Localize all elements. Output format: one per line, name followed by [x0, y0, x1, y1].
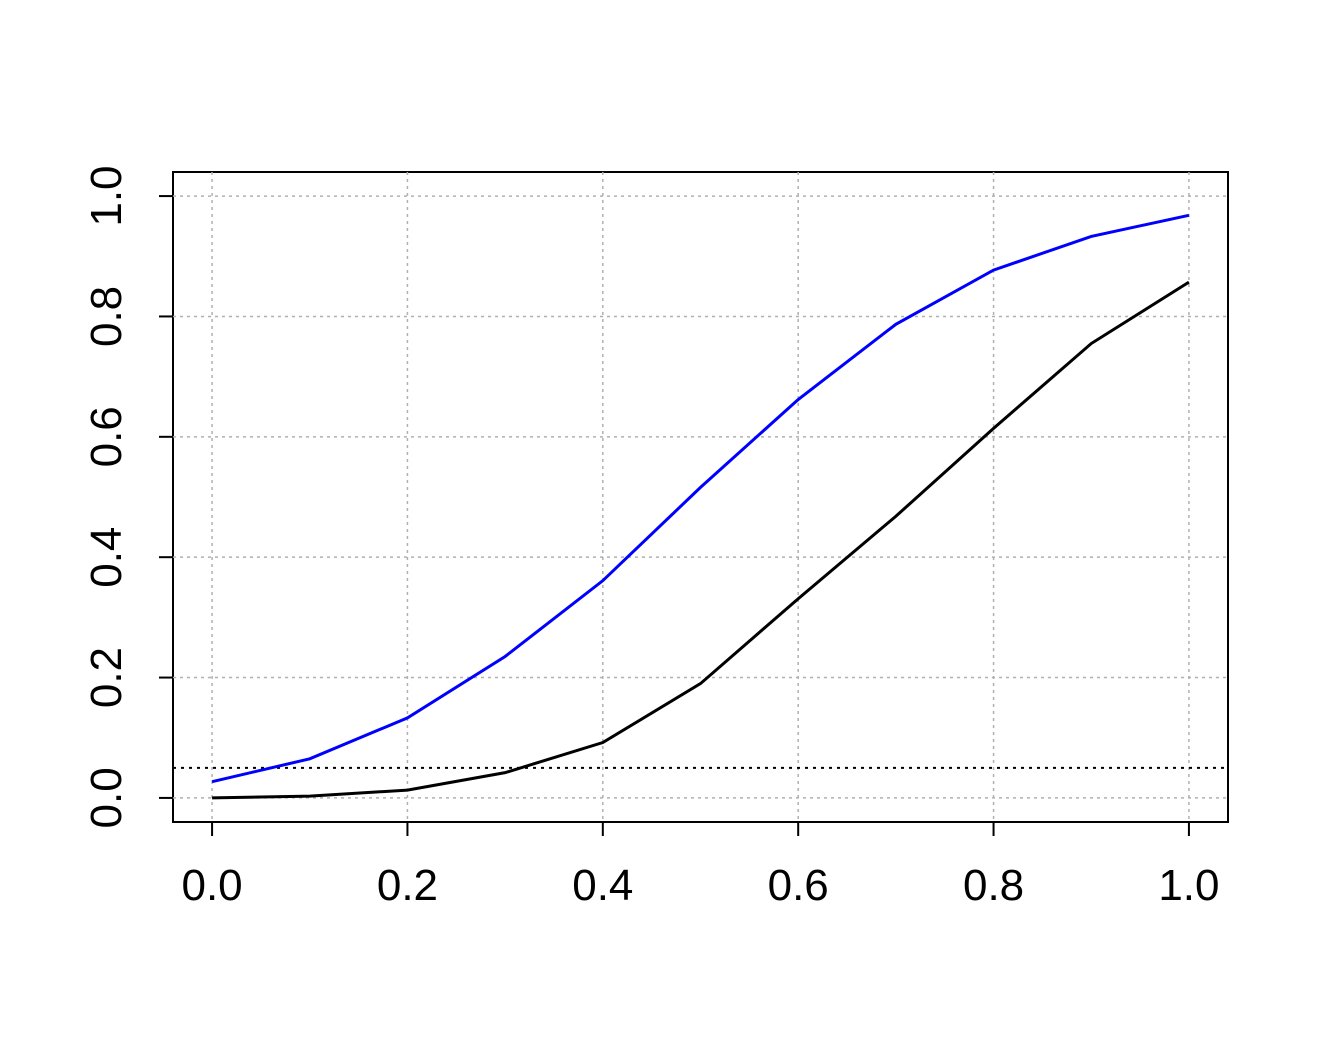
x-tick-label: 0.2: [377, 861, 438, 910]
data-line: [211, 213, 1190, 784]
y-tick-label: 0.4: [82, 527, 131, 588]
x-tick-label: 0.0: [181, 861, 242, 910]
y-tick-label: 0.6: [82, 406, 131, 467]
x-tick-label: 0.6: [768, 861, 829, 910]
y-tick-label: 0.8: [82, 286, 131, 347]
x-tick-label: 0.8: [963, 861, 1024, 910]
data-line: [212, 280, 1190, 800]
x-tick-label: 1.0: [1158, 861, 1219, 910]
y-tick-label: 1.0: [82, 165, 131, 226]
plot-frame: [172, 171, 1229, 823]
x-tick-label: 0.4: [572, 861, 633, 910]
y-tick-label: 0.2: [82, 647, 131, 708]
y-tick-label: 0.0: [82, 767, 131, 828]
